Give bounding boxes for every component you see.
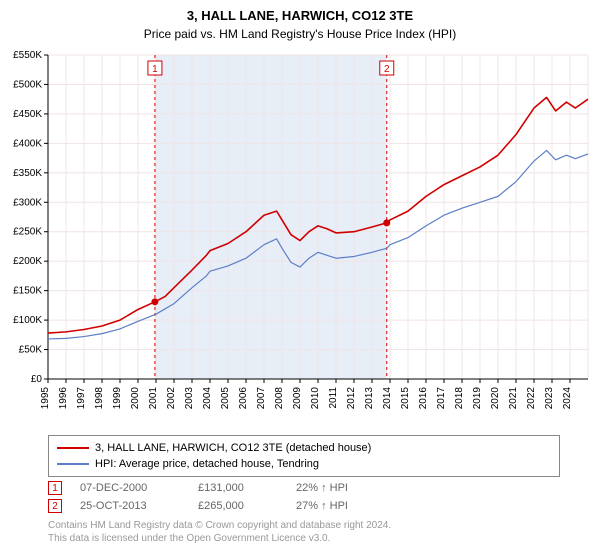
svg-text:2003: 2003 bbox=[184, 387, 195, 410]
svg-text:£500K: £500K bbox=[13, 79, 42, 90]
sale-marker-icon: 2 bbox=[48, 499, 62, 513]
attribution-line: Contains HM Land Registry data © Crown c… bbox=[48, 519, 560, 532]
svg-text:2006: 2006 bbox=[238, 387, 249, 410]
svg-text:2017: 2017 bbox=[436, 387, 447, 410]
svg-text:2014: 2014 bbox=[382, 387, 393, 410]
legend-swatch bbox=[57, 447, 89, 449]
svg-text:2011: 2011 bbox=[328, 387, 339, 409]
sale-price: £265,000 bbox=[198, 500, 278, 512]
svg-text:2023: 2023 bbox=[544, 387, 555, 410]
legend-label: HPI: Average price, detached house, Tend… bbox=[95, 456, 319, 472]
price-chart: £0 £50K £100K £150K £200K £250K £300K £350K £400… bbox=[0, 49, 600, 429]
svg-text:2021: 2021 bbox=[508, 387, 519, 410]
svg-text:1995: 1995 bbox=[40, 387, 51, 410]
sale-row: 2 25-OCT-2013 £265,000 27% ↑ HPI bbox=[48, 499, 560, 513]
svg-text:2019: 2019 bbox=[472, 387, 483, 410]
svg-text:£550K: £550K bbox=[13, 50, 42, 61]
svg-text:2001: 2001 bbox=[148, 387, 159, 410]
svg-text:2022: 2022 bbox=[526, 387, 537, 410]
legend: 3, HALL LANE, HARWICH, CO12 3TE (detache… bbox=[48, 435, 560, 477]
sale-delta: 22% ↑ HPI bbox=[296, 482, 386, 494]
svg-text:2024: 2024 bbox=[562, 387, 573, 410]
svg-text:2002: 2002 bbox=[166, 387, 177, 410]
page: 3, HALL LANE, HARWICH, CO12 3TE Price pa… bbox=[0, 0, 600, 560]
svg-text:2012: 2012 bbox=[346, 387, 357, 410]
svg-text:2018: 2018 bbox=[454, 387, 465, 410]
legend-item: 3, HALL LANE, HARWICH, CO12 3TE (detache… bbox=[57, 440, 551, 456]
svg-text:£450K: £450K bbox=[13, 109, 42, 120]
svg-text:2: 2 bbox=[384, 64, 390, 75]
svg-text:£50K: £50K bbox=[19, 345, 43, 356]
svg-text:2013: 2013 bbox=[364, 387, 375, 410]
sale-date: 07-DEC-2000 bbox=[80, 482, 180, 494]
sale-row: 1 07-DEC-2000 £131,000 22% ↑ HPI bbox=[48, 481, 560, 495]
svg-text:2007: 2007 bbox=[256, 387, 267, 410]
svg-text:2009: 2009 bbox=[292, 387, 303, 410]
svg-text:2000: 2000 bbox=[130, 387, 141, 410]
svg-text:£250K: £250K bbox=[13, 227, 42, 238]
sale-price: £131,000 bbox=[198, 482, 278, 494]
legend-item: HPI: Average price, detached house, Tend… bbox=[57, 456, 551, 472]
svg-text:£200K: £200K bbox=[13, 256, 42, 267]
svg-text:1: 1 bbox=[152, 64, 158, 75]
svg-text:2010: 2010 bbox=[310, 387, 321, 410]
svg-text:1997: 1997 bbox=[76, 387, 87, 410]
svg-text:£150K: £150K bbox=[13, 286, 42, 297]
svg-text:£300K: £300K bbox=[13, 197, 42, 208]
svg-text:£350K: £350K bbox=[13, 168, 42, 179]
svg-text:£400K: £400K bbox=[13, 138, 42, 149]
page-title: 3, HALL LANE, HARWICH, CO12 3TE bbox=[0, 0, 600, 23]
svg-text:£0: £0 bbox=[31, 374, 43, 385]
svg-text:1998: 1998 bbox=[94, 387, 105, 410]
svg-text:1999: 1999 bbox=[112, 387, 123, 410]
attribution: Contains HM Land Registry data © Crown c… bbox=[48, 519, 560, 545]
sale-date: 25-OCT-2013 bbox=[80, 500, 180, 512]
svg-text:2020: 2020 bbox=[490, 387, 501, 410]
page-subtitle: Price paid vs. HM Land Registry's House … bbox=[0, 23, 600, 49]
svg-text:2015: 2015 bbox=[400, 387, 411, 410]
svg-text:1996: 1996 bbox=[58, 387, 69, 410]
sale-delta: 27% ↑ HPI bbox=[296, 500, 386, 512]
svg-text:£100K: £100K bbox=[13, 315, 42, 326]
svg-text:2005: 2005 bbox=[220, 387, 231, 410]
svg-text:2008: 2008 bbox=[274, 387, 285, 410]
sale-marker-icon: 1 bbox=[48, 481, 62, 495]
legend-label: 3, HALL LANE, HARWICH, CO12 3TE (detache… bbox=[95, 440, 371, 456]
legend-swatch bbox=[57, 463, 89, 465]
attribution-line: This data is licensed under the Open Gov… bbox=[48, 532, 560, 545]
svg-text:2004: 2004 bbox=[202, 387, 213, 410]
svg-text:2016: 2016 bbox=[418, 387, 429, 410]
